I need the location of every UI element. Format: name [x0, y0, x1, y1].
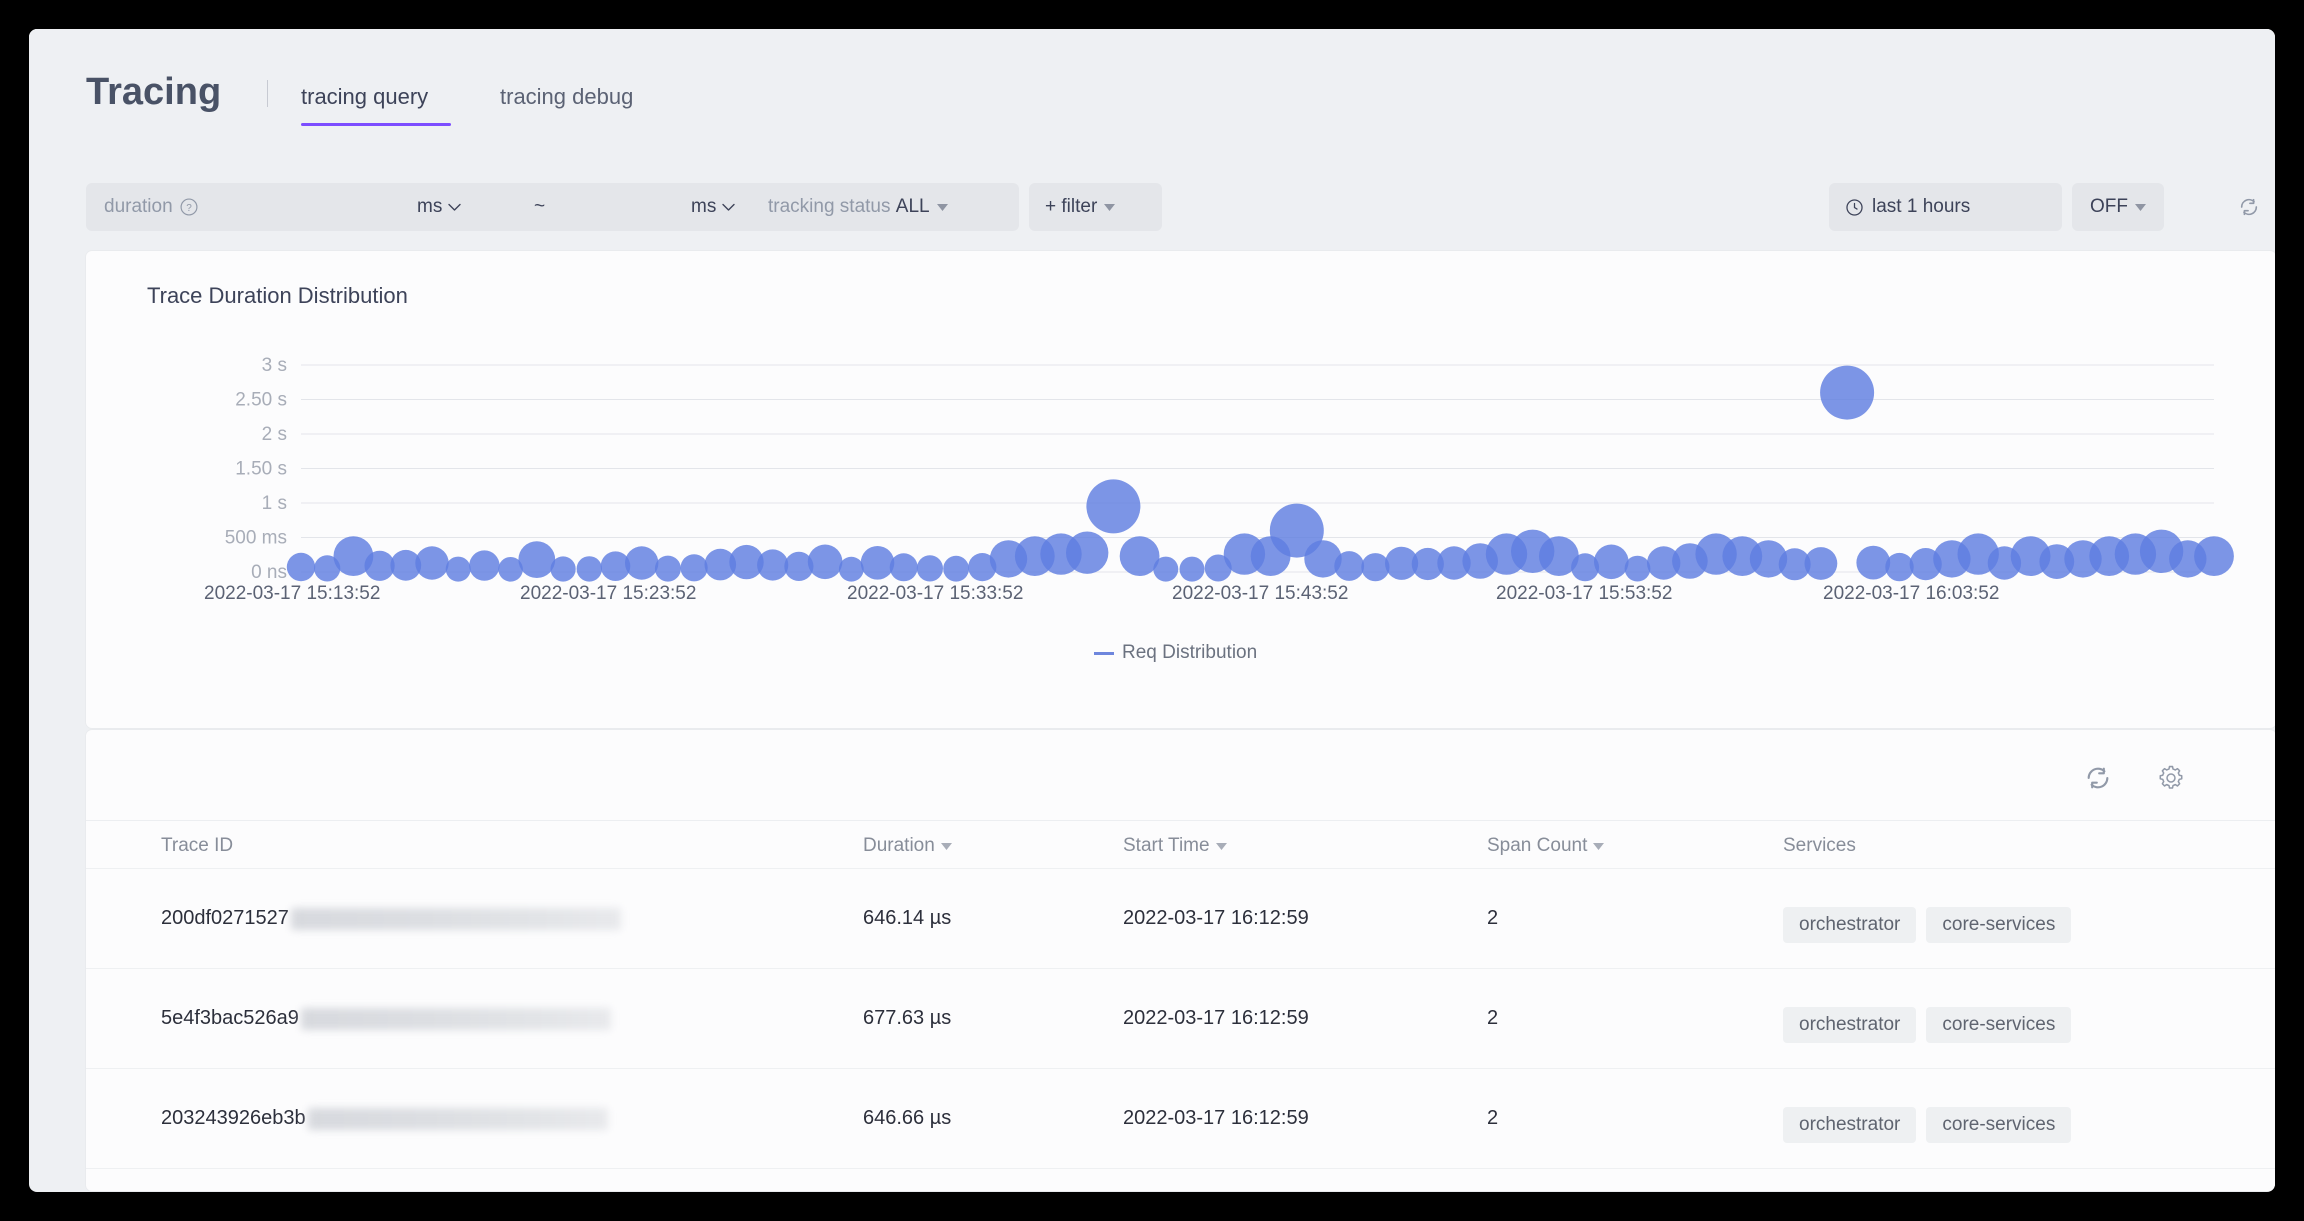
svg-text:2022-03-17 16:03:52: 2022-03-17 16:03:52	[1823, 583, 1999, 604]
svg-text:2022-03-17 15:53:52: 2022-03-17 15:53:52	[1496, 583, 1672, 604]
svg-text:2.50 s: 2.50 s	[235, 390, 287, 411]
svg-text:500 ms: 500 ms	[225, 528, 287, 549]
svg-text:2022-03-17 15:33:52: 2022-03-17 15:33:52	[847, 583, 1023, 604]
svg-text:2022-03-17 15:43:52: 2022-03-17 15:43:52	[1172, 583, 1348, 604]
svg-text:2022-03-17 15:13:52: 2022-03-17 15:13:52	[204, 583, 380, 604]
svg-text:0 ns: 0 ns	[251, 562, 287, 583]
svg-text:3 s: 3 s	[262, 355, 287, 376]
svg-text:1.50 s: 1.50 s	[235, 459, 287, 480]
svg-text:1 s: 1 s	[262, 493, 287, 514]
svg-text:2022-03-17 15:23:52: 2022-03-17 15:23:52	[520, 583, 696, 604]
svg-text:2 s: 2 s	[262, 424, 287, 445]
svg-text:?: ?	[186, 203, 192, 214]
